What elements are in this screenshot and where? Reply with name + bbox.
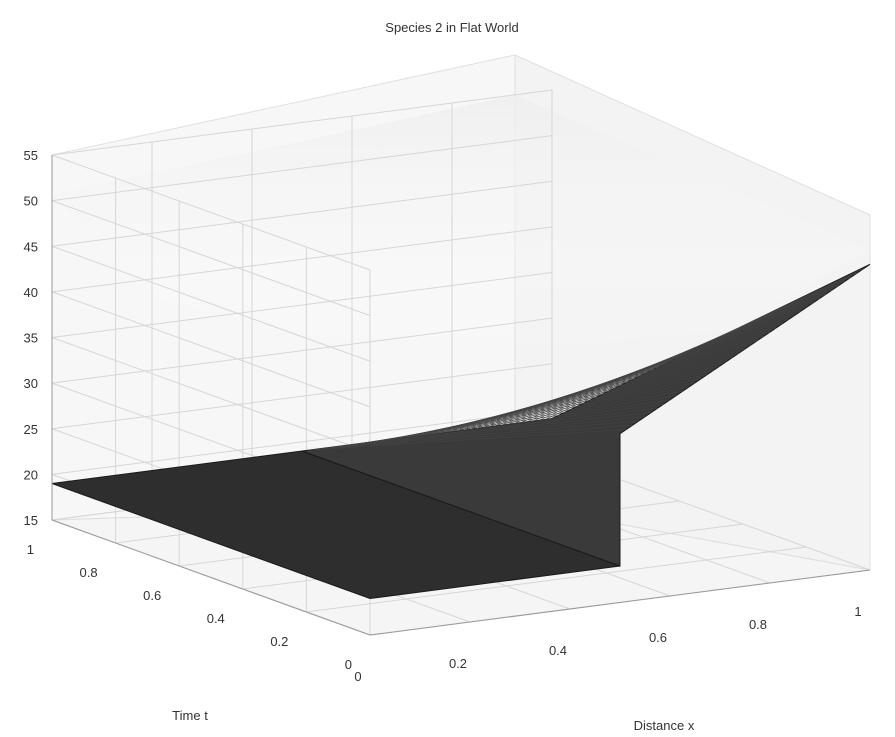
chart-title: Species 2 in Flat World [385,20,518,35]
surface-mesh-line [545,268,864,420]
grid-line-z-back-8 [51,89,553,156]
surface-mesh-line [539,272,858,421]
surface-haze [52,95,870,360]
tick-labels: 15 20 25 30 35 40 45 50 55 0 0.2 0.4 0.6 0.8 1 0 0.2 0.4 0… [24,148,862,684]
surface-mesh-line [326,416,646,449]
surface-mesh-line [320,420,639,449]
y-axis-line [51,519,371,636]
y-axis-title: Time t [172,708,208,723]
x-tick-label-1: 1 [854,604,861,619]
x-axis-title: Distance x [634,718,695,733]
y-tick-label-0: 0 [345,657,352,672]
surface-mesh-line [533,276,852,422]
x-tick-label-0.8: 0.8 [749,617,767,632]
grid-line-z-left-7 [51,200,371,317]
grid-line-t-floor-1 [306,546,807,613]
surface [51,263,871,600]
surface-mesh-line [333,412,652,448]
surface-mesh-line [426,348,746,436]
grid-line-z-back-1 [51,408,553,475]
z-tick-label-35: 35 [24,331,38,346]
x-tick-label-0.4: 0.4 [549,643,567,658]
grid-line-z-back-2 [51,363,553,430]
grid-line-z-back-6 [51,180,553,247]
z-tick-label-25: 25 [24,422,38,437]
z-tick-label-40: 40 [24,285,38,300]
grid-line-z-left-8 [51,154,371,271]
grid-line-z-back-4 [51,272,553,338]
grid-line-z-back-7 [51,135,553,202]
grid-line-z-back-5 [51,226,553,293]
surface-mesh-line [339,407,658,447]
z-tick-label-20: 20 [24,467,38,482]
y-tick-label-1: 1 [27,542,34,557]
grid-line-z-left-4 [51,337,371,453]
z-tick-label-30: 30 [24,376,38,391]
y-tick-label-0.2: 0.2 [270,634,288,649]
y-tick-label-0.4: 0.4 [207,611,225,626]
grid-line-z-left-5 [51,291,371,408]
surface-mesh-line [433,344,752,435]
grid-line-z-left-6 [51,245,371,362]
z-tick-label-15: 15 [24,513,38,528]
x-axis-line [369,569,871,636]
y-tick-label-0.6: 0.6 [143,588,161,603]
z-tick-label-55: 55 [24,148,38,163]
surface-mesh-line [314,424,633,450]
y-tick-label-0.8: 0.8 [80,565,98,580]
x-tick-label-0.2: 0.2 [449,656,467,671]
z-tick-label-50: 50 [24,194,38,209]
x-tick-label-0: 0 [354,669,361,684]
z-tick-label-45: 45 [24,239,38,254]
grid-line-z-back-3 [51,317,553,384]
x-tick-label-0.6: 0.6 [649,630,667,645]
axis-lines [51,155,871,636]
surface-mesh-line [308,429,627,451]
